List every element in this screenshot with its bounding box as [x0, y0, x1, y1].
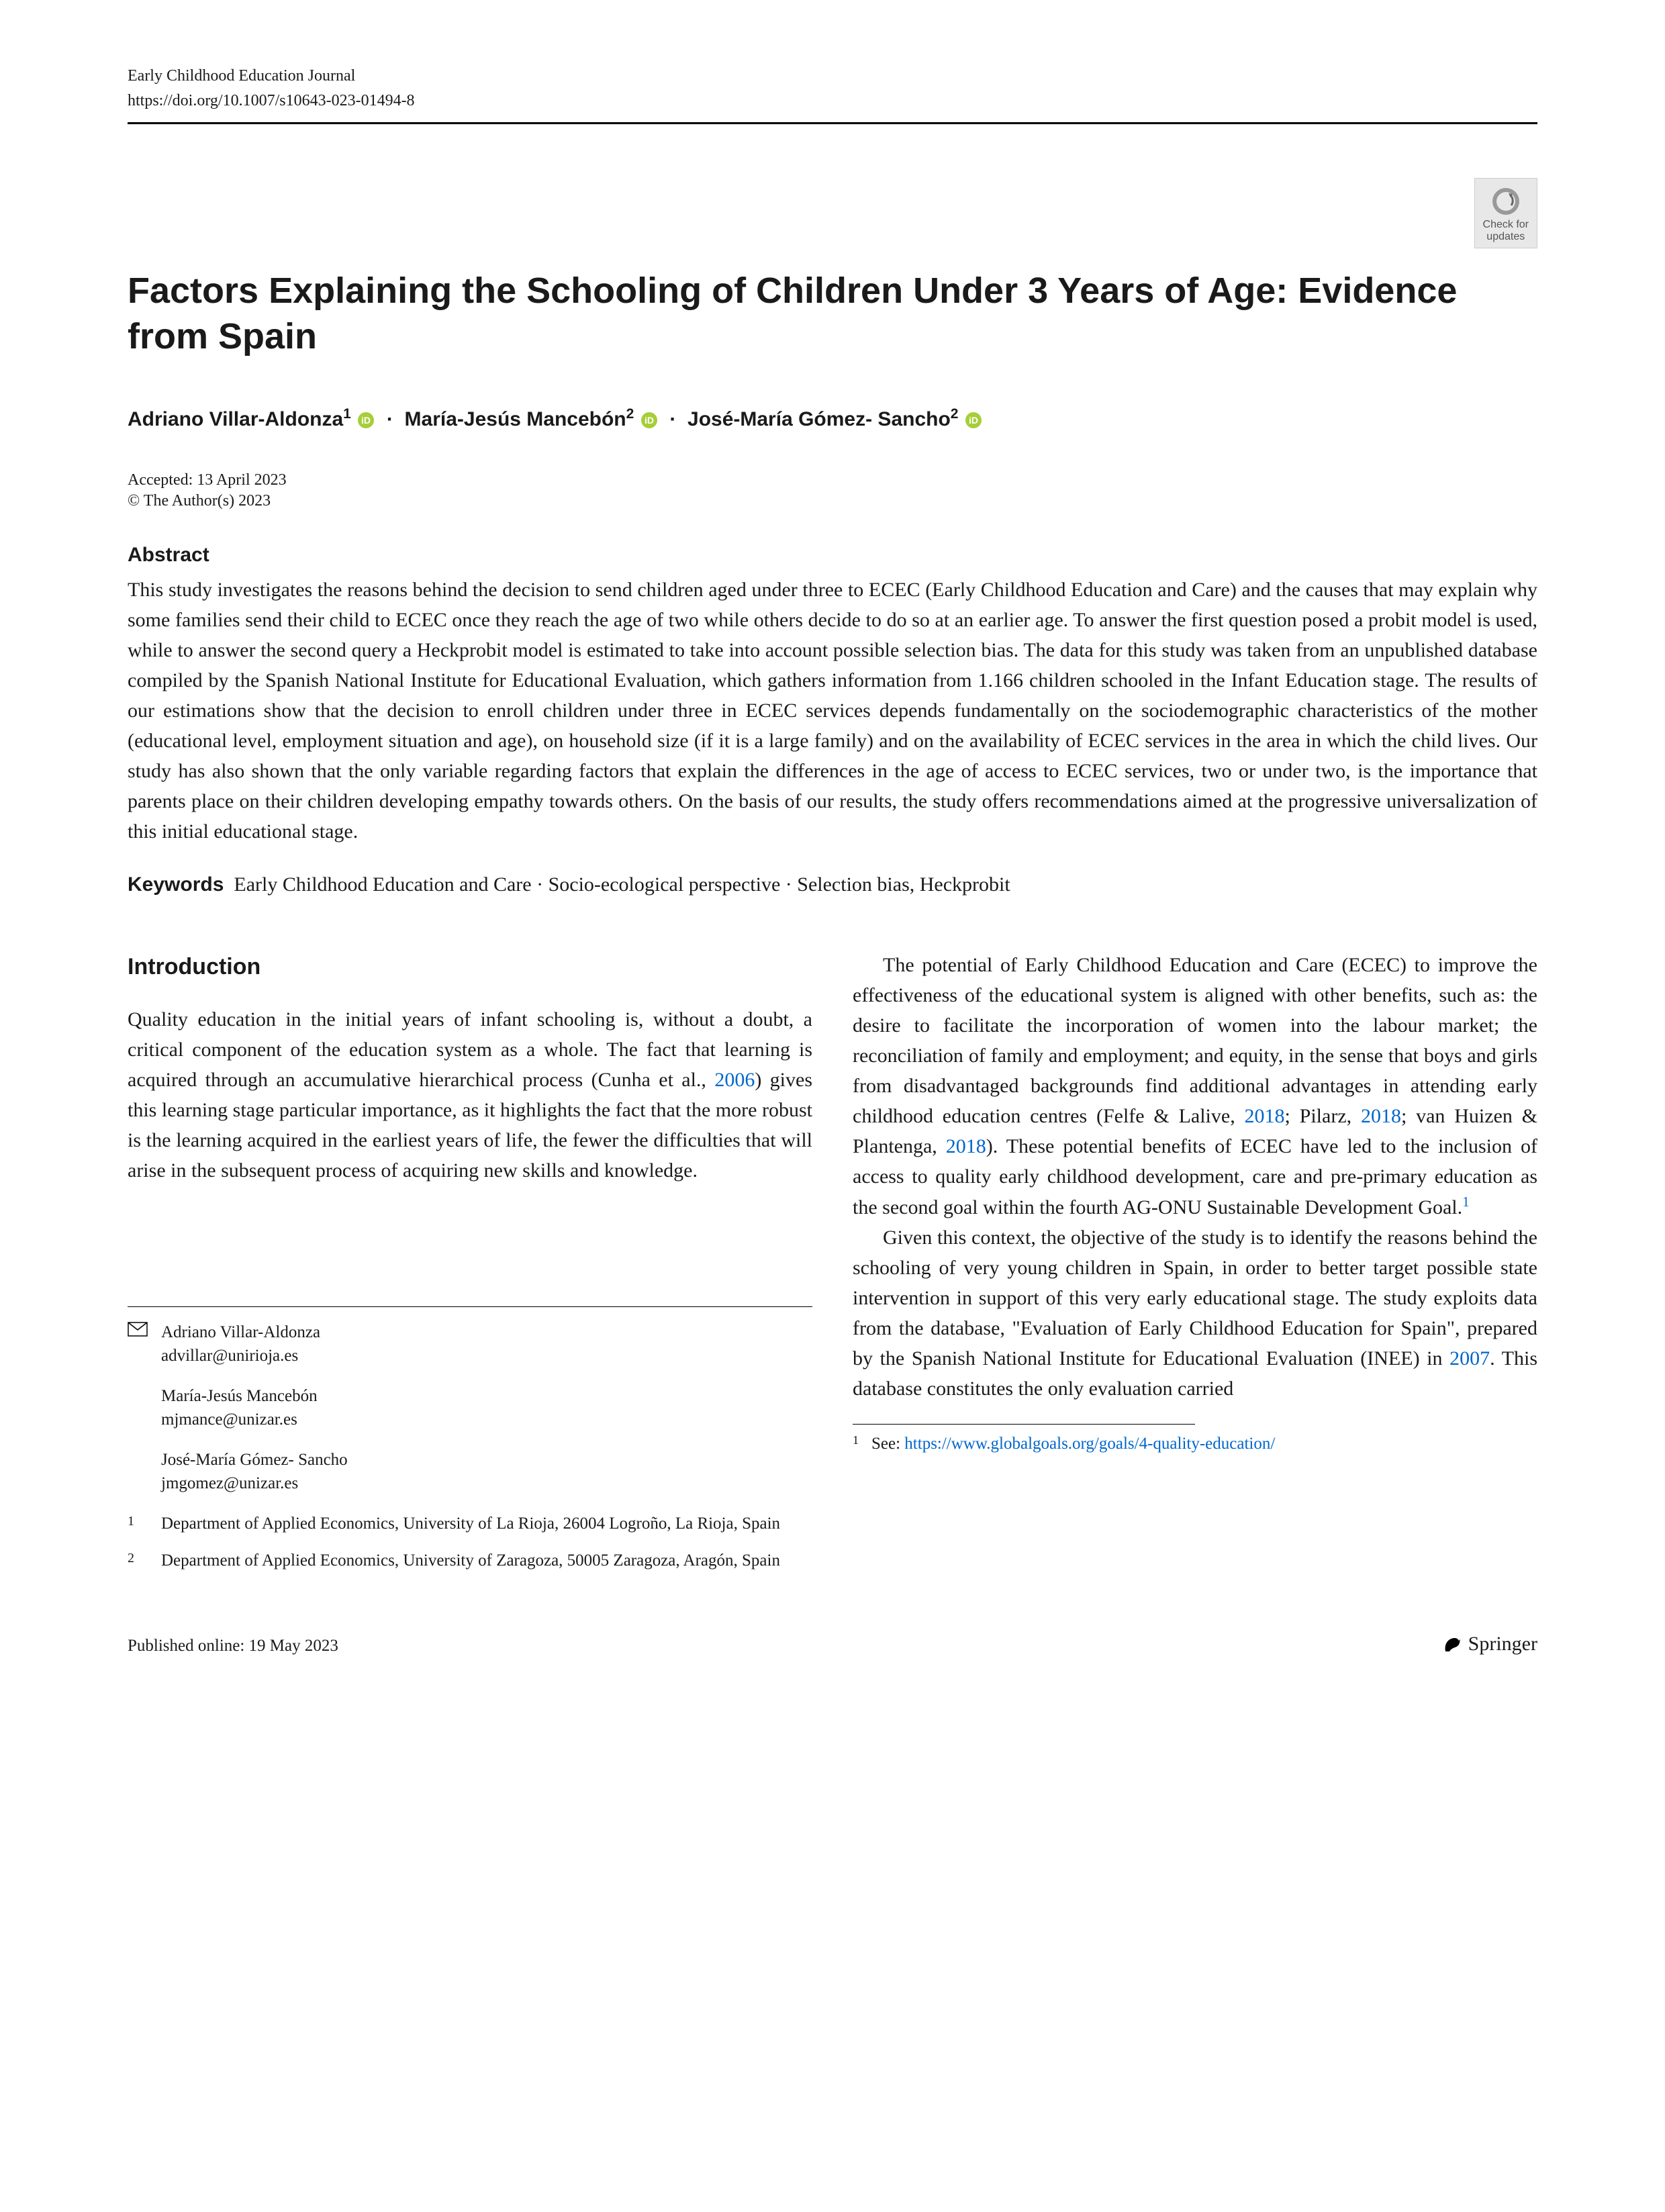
citation-cunha-2006[interactable]: 2006 [714, 1069, 755, 1091]
intro-paragraph-1: Quality education in the initial years o… [128, 1004, 812, 1186]
orcid-icon[interactable]: iD [358, 412, 374, 428]
affil-2-text: Department of Applied Economics, Univers… [161, 1551, 780, 1570]
correspondence-block: Adriano Villar-Aldonza advillar@unirioja… [128, 1306, 812, 1572]
author-2-affil: 2 [626, 406, 634, 422]
footnote-1: 1 See: https://www.globalgoals.org/goals… [853, 1431, 1537, 1457]
col2-p1a: The potential of Early Childhood Educati… [853, 954, 1537, 1127]
article-title: Factors Explaining the Schooling of Chil… [128, 269, 1537, 359]
keywords-text: Early Childhood Education and Care · Soc… [234, 873, 1010, 896]
check-updates-badge[interactable]: Check for updates [1474, 178, 1537, 248]
column-right: The potential of Early Childhood Educati… [853, 950, 1537, 1586]
footnote-1-pre: See: [871, 1435, 904, 1453]
affil-2-num: 2 [128, 1549, 134, 1568]
corr-email-2[interactable]: mjmance@unizar.es [161, 1410, 297, 1429]
publisher-name: Springer [1468, 1633, 1537, 1655]
author-3[interactable]: José-María Gómez- Sancho [687, 408, 951, 430]
col2-p2a: Given this context, the objective of the… [853, 1227, 1537, 1369]
abstract-text: This study investigates the reasons behi… [128, 575, 1537, 847]
svg-text:iD: iD [645, 415, 654, 426]
citation-felfe-2018[interactable]: 2018 [1245, 1105, 1285, 1127]
published-online: Published online: 19 May 2023 [128, 1637, 338, 1655]
envelope-icon [128, 1322, 148, 1337]
affil-1-num: 1 [128, 1512, 134, 1531]
introduction-heading: Introduction [128, 950, 812, 984]
abstract-heading: Abstract [128, 544, 1537, 567]
author-3-affil: 2 [951, 406, 959, 422]
corresponding-author-2: María-Jesús Mancebón mjmance@unizar.es [128, 1384, 812, 1431]
citation-pilarz-2018[interactable]: 2018 [1361, 1105, 1401, 1127]
corr-name-2: María-Jesús Mancebón [161, 1387, 318, 1405]
affiliation-2: 2 Department of Applied Economics, Unive… [128, 1549, 812, 1572]
col2-paragraph-2: Given this context, the objective of the… [853, 1222, 1537, 1404]
author-1-affil: 1 [343, 406, 351, 422]
corresponding-author-3: José-María Gómez- Sancho jmgomez@unizar.… [128, 1448, 812, 1495]
corr-name-1: Adriano Villar-Aldonza [161, 1323, 320, 1341]
svg-text:iD: iD [361, 415, 371, 426]
column-left: Introduction Quality education in the in… [128, 950, 812, 1586]
corr-email-1[interactable]: advillar@unirioja.es [161, 1347, 298, 1365]
intro-p1a: Quality education in the initial years o… [128, 1008, 812, 1091]
corr-name-3: José-María Gómez- Sancho [161, 1451, 348, 1469]
corresponding-author-1: Adriano Villar-Aldonza advillar@unirioja… [128, 1320, 812, 1367]
affiliation-1: 1 Department of Applied Economics, Unive… [128, 1512, 812, 1535]
col2-paragraph-1: The potential of Early Childhood Educati… [853, 950, 1537, 1222]
orcid-icon[interactable]: iD [965, 412, 982, 428]
orcid-icon[interactable]: iD [641, 412, 657, 428]
citation-vanhuizen-2018[interactable]: 2018 [946, 1135, 986, 1157]
author-list: Adriano Villar-Aldonza1 iD · María-Jesús… [128, 406, 1537, 431]
footnote-1-link[interactable]: https://www.globalgoals.org/goals/4-qual… [904, 1435, 1275, 1453]
copyright: © The Author(s) 2023 [128, 492, 1537, 510]
journal-name: Early Childhood Education Journal [128, 67, 1537, 85]
keywords-row: Keywords Early Childhood Education and C… [128, 873, 1537, 896]
svg-text:iD: iD [969, 415, 978, 426]
springer-horse-icon [1441, 1633, 1464, 1655]
doi-link[interactable]: https://doi.org/10.1007/s10643-023-01494… [128, 92, 1537, 110]
accepted-date: Accepted: 13 April 2023 [128, 471, 1537, 489]
check-updates-icon [1491, 187, 1521, 216]
citation-inee-2007[interactable]: 2007 [1449, 1347, 1490, 1369]
publisher-logo: Springer [1441, 1633, 1537, 1655]
footnote-ref-1[interactable]: 1 [1462, 1194, 1470, 1210]
corr-email-3[interactable]: jmgomez@unizar.es [161, 1474, 298, 1492]
footnote-rule [853, 1424, 1195, 1425]
footnote-1-num: 1 [853, 1431, 859, 1449]
check-updates-text1: Check for [1483, 219, 1529, 230]
col2-p1b: ; Pilarz, [1285, 1105, 1361, 1127]
header-rule [128, 122, 1537, 124]
affil-1-text: Department of Applied Economics, Univers… [161, 1514, 780, 1533]
author-1[interactable]: Adriano Villar-Aldonza [128, 408, 343, 430]
keywords-label: Keywords [128, 873, 224, 896]
author-2[interactable]: María-Jesús Mancebón [405, 408, 626, 430]
check-updates-text2: updates [1486, 231, 1525, 242]
